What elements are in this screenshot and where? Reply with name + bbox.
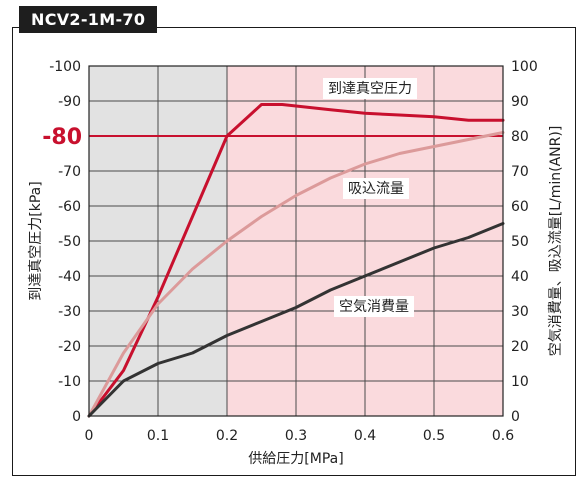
y-left-tick-label: -40 (58, 269, 81, 285)
series-label-1: 吸込流量 (348, 181, 404, 197)
chart-frame (12, 27, 576, 476)
y-left-tick-label: 0 (72, 409, 81, 425)
y-left-tick-label: -30 (58, 304, 81, 320)
y-left-tick-label: -50 (58, 234, 81, 250)
y-right-tick-label: 0 (511, 409, 520, 425)
y-right-tick-label: 90 (511, 94, 529, 110)
y-right-tick-label: 30 (511, 304, 529, 320)
series-label-bg-2 (334, 296, 414, 317)
series-label-bg-1 (343, 178, 409, 199)
y-left-tick-label: -60 (58, 199, 81, 215)
y-left-tick-label: -20 (58, 339, 81, 355)
y-right-tick-label: 80 (511, 129, 529, 145)
series-label-bg-0 (323, 78, 417, 99)
y-right-tick-label: 70 (511, 164, 529, 180)
x-tick-label: 0.1 (147, 428, 169, 444)
y-right-tick-label: 10 (511, 374, 529, 390)
y-right-tick-label: 100 (511, 59, 538, 75)
y-left-tick-label: -70 (58, 164, 81, 180)
y-left-tick-label: -10 (58, 374, 81, 390)
y-right-tick-label: 40 (511, 269, 529, 285)
y-axis-left-title: 到達真空圧力[kPa] (28, 181, 44, 300)
y-left-tick-label: -90 (58, 94, 81, 110)
y-left-tick-label: -100 (49, 59, 81, 75)
y-right-tick-label: 50 (511, 234, 529, 250)
series-line-1 (87, 131, 505, 418)
series-line-0 (87, 103, 505, 418)
model-tag: NCV2-1M-70 (19, 6, 158, 33)
series-label-2: 空気消費量 (339, 299, 409, 315)
y-right-tick-label: 60 (511, 199, 529, 215)
x-tick-label: 0.3 (285, 428, 307, 444)
x-tick-label: 0 (85, 428, 94, 444)
x-tick-label: 0.5 (423, 428, 445, 444)
y-left-tick-label-highlight: -80 (42, 125, 82, 150)
x-axis-title: 供給圧力[MPa] (248, 451, 343, 467)
x-tick-label: 0.6 (492, 428, 514, 444)
plot-border (88, 65, 504, 417)
x-tick-label: 0.2 (216, 428, 238, 444)
y-right-tick-label: 20 (511, 339, 529, 355)
series-line-2 (87, 222, 505, 418)
x-tick-label: 0.4 (354, 428, 376, 444)
y-axis-right-title: 空気消費量、吸込流量[L/min(ANR)] (548, 126, 564, 357)
series-label-0: 到達真空圧力 (328, 81, 412, 97)
